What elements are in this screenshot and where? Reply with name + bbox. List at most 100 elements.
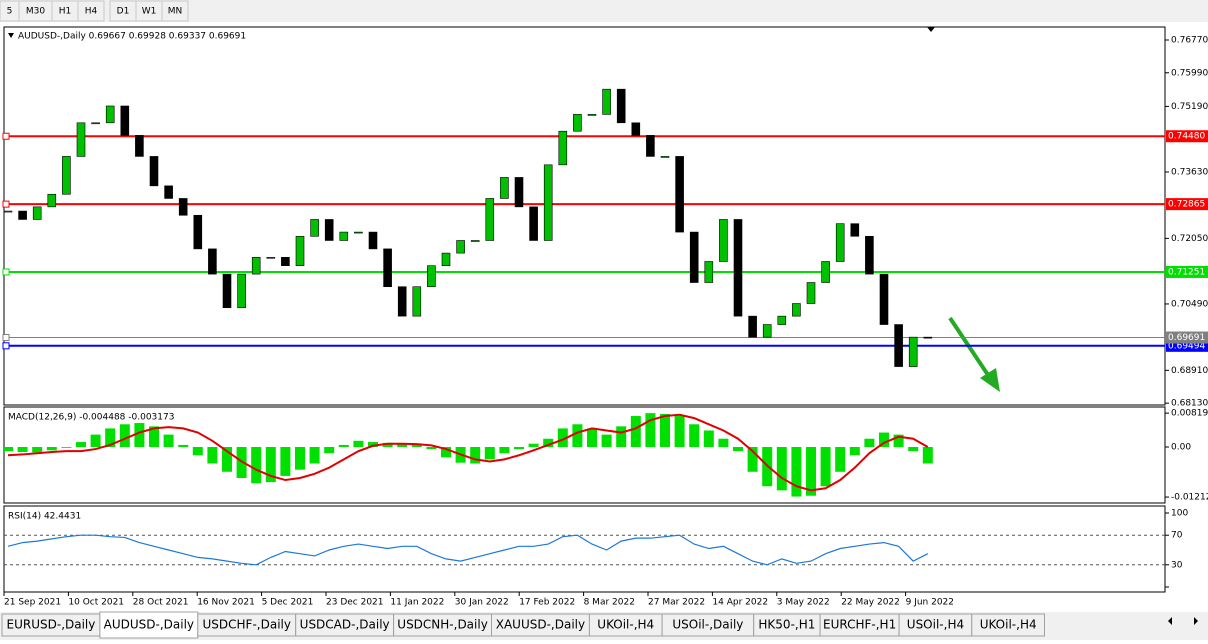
candle <box>91 122 100 125</box>
date-label: 9 Jun 2022 <box>906 598 954 608</box>
macd-bar <box>119 424 130 447</box>
macd-bar <box>587 428 597 447</box>
candle <box>339 231 349 241</box>
candle <box>193 214 203 250</box>
price-tick-label: 0.75990 <box>1171 68 1208 78</box>
tab-label[interactable]: UKOil-,H4 <box>597 618 654 632</box>
candle <box>719 219 728 262</box>
level-label-bg <box>1166 198 1208 211</box>
timeframe-label[interactable]: H1 <box>59 7 72 17</box>
timeframe-label[interactable]: D1 <box>117 7 130 17</box>
candle <box>646 135 655 157</box>
candle <box>412 286 422 317</box>
macd-bar <box>295 447 305 470</box>
macd-bar <box>280 447 291 476</box>
candle <box>573 114 582 132</box>
timeframe-label[interactable]: 5 <box>7 7 13 17</box>
tab-label[interactable]: USDCNH-,Daily <box>397 618 488 632</box>
macd-bar <box>163 434 174 447</box>
tab-label[interactable]: UKOil-,H4 <box>980 618 1037 632</box>
tab-label[interactable]: USDCAD-,Daily <box>300 618 390 632</box>
candle <box>660 156 670 158</box>
date-label: 22 May 2022 <box>841 598 900 608</box>
price-tick-label: 0.76770 <box>1171 36 1208 46</box>
candle <box>543 164 553 241</box>
candle <box>324 219 334 241</box>
macd-bar <box>514 447 524 450</box>
date-label: 21 Sep 2021 <box>4 598 61 608</box>
macd-bar <box>572 424 583 447</box>
macd-bar <box>879 432 889 447</box>
level-handle <box>2 132 10 140</box>
chart-header: AUDUSD-,Daily 0.69667 0.69928 0.69337 0.… <box>18 32 246 42</box>
level-label: 0.71251 <box>1168 267 1205 277</box>
candle <box>149 156 159 187</box>
macd-bar <box>265 447 276 483</box>
timeframe-button[interactable] <box>77 0 105 22</box>
macd-bar <box>791 447 802 497</box>
macd-bar <box>718 438 729 447</box>
date-label: 28 Oct 2021 <box>133 598 189 608</box>
timeframe-label[interactable]: H4 <box>85 7 98 17</box>
macd-tick-label: -0.012121 <box>1171 493 1208 503</box>
macd-bar <box>76 442 86 447</box>
candle <box>470 240 480 242</box>
macd-bar <box>382 442 393 447</box>
tab-label[interactable]: XAUUSD-,Daily <box>496 618 585 632</box>
candle <box>251 256 261 275</box>
macd-bar <box>820 447 831 487</box>
tab[interactable] <box>971 613 1045 637</box>
tab-label[interactable]: EURCHF-,H1 <box>823 618 896 632</box>
tab-label[interactable]: HK50-,H1 <box>758 618 815 632</box>
timeframe-label[interactable]: W1 <box>142 7 157 17</box>
timeframe-label[interactable]: MN <box>168 7 183 17</box>
candle <box>850 223 860 237</box>
candle <box>135 135 144 157</box>
level-label-bg <box>1166 265 1208 278</box>
tab-label[interactable]: AUDUSD-,Daily <box>104 618 194 632</box>
macd-bar <box>528 443 539 447</box>
date-label: 10 Oct 2021 <box>68 598 124 608</box>
timeframe-label[interactable]: M30 <box>26 7 45 17</box>
macd-bar <box>689 424 700 447</box>
macd-bar <box>543 438 554 447</box>
timeframe-button[interactable] <box>161 0 189 22</box>
macd-bar <box>368 442 378 447</box>
tab-label[interactable]: USOil-,Daily <box>672 618 743 632</box>
date-label: 14 Apr 2022 <box>712 598 768 608</box>
candle <box>237 273 246 309</box>
candle <box>32 206 42 220</box>
macd-bar <box>601 434 612 447</box>
candle <box>558 130 568 166</box>
date-label: 8 Mar 2022 <box>584 598 635 608</box>
price-tick-label: 0.73630 <box>1171 167 1208 177</box>
macd-bar <box>90 434 101 447</box>
macd-bar <box>849 447 860 456</box>
candle <box>208 248 217 275</box>
candle <box>879 273 889 325</box>
tab-label[interactable]: EURUSD-,Daily <box>7 618 96 632</box>
trend-arrow-head <box>980 368 1000 392</box>
macd-bar <box>353 440 364 447</box>
candle <box>18 210 27 220</box>
tab-label[interactable]: USOil-,H4 <box>907 618 964 632</box>
macd-signal <box>7 413 929 492</box>
candle <box>587 114 597 116</box>
level-label-bg <box>1166 130 1208 143</box>
candle <box>704 261 714 283</box>
level-label: 0.72865 <box>1168 200 1205 210</box>
candle <box>281 256 290 267</box>
macd-bar <box>426 447 437 450</box>
tab-label[interactable]: USDCHF-,Daily <box>203 618 291 632</box>
shift-marker <box>927 27 935 32</box>
candle <box>821 261 830 283</box>
candle <box>178 198 188 216</box>
price-tick-label: 0.68910 <box>1171 366 1208 376</box>
rsi-tick-label: 100 <box>1171 509 1188 519</box>
tab[interactable] <box>99 611 199 639</box>
candle <box>923 336 933 339</box>
macd-bar <box>61 447 72 448</box>
candle <box>354 231 363 234</box>
macd-bar <box>806 447 816 496</box>
